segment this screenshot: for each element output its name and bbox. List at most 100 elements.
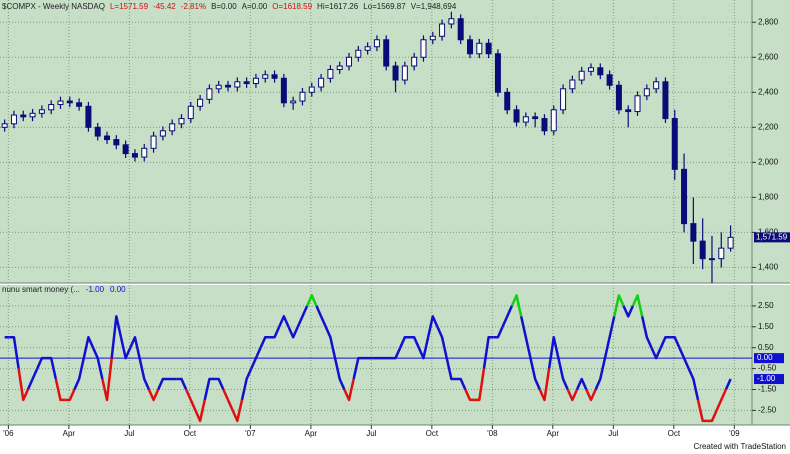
x-tick-label: Oct bbox=[426, 429, 439, 438]
candle-body bbox=[439, 23, 446, 37]
indicator-segment bbox=[585, 388, 597, 402]
candle-body bbox=[346, 56, 353, 67]
indicator-segment bbox=[46, 356, 58, 380]
candle-body bbox=[429, 35, 436, 41]
candle-body bbox=[318, 77, 325, 88]
candle-body bbox=[625, 109, 632, 113]
indicator-segment bbox=[296, 305, 309, 328]
candle-body bbox=[727, 236, 734, 249]
candle-body bbox=[20, 114, 27, 118]
indicator-segment bbox=[194, 399, 206, 423]
indicator-segment bbox=[631, 294, 644, 317]
header-item: A=0.00 bbox=[242, 2, 268, 11]
indicator-segment bbox=[36, 356, 47, 370]
candle-body bbox=[104, 135, 111, 141]
indicator-segment bbox=[510, 294, 523, 317]
candle-body bbox=[504, 91, 511, 111]
candle-body bbox=[141, 147, 148, 158]
indicator-segment bbox=[687, 368, 700, 401]
x-tick-label: Apr bbox=[547, 429, 560, 438]
indicator-segment bbox=[670, 335, 681, 349]
y-tick-label: -0.50 bbox=[758, 364, 777, 373]
candle-body bbox=[76, 102, 83, 107]
candle-body bbox=[197, 98, 204, 107]
indicator-segment bbox=[129, 335, 141, 359]
legend-item: 0.00 bbox=[110, 285, 126, 294]
candle-body bbox=[48, 104, 55, 111]
candle-body bbox=[681, 168, 688, 225]
candle-body bbox=[187, 105, 194, 120]
x-tick-label: Oct bbox=[184, 429, 197, 438]
candle-body bbox=[10, 114, 17, 125]
indicator-segment bbox=[482, 335, 494, 369]
candle-body bbox=[308, 86, 315, 93]
y-tick-label: 2,400 bbox=[758, 87, 779, 96]
last-price-label: 1,571.59 bbox=[756, 232, 788, 241]
x-tick-label: Apr bbox=[63, 429, 76, 438]
indicator-segment bbox=[715, 388, 728, 411]
candle-body bbox=[411, 56, 418, 67]
indicator-segment bbox=[157, 377, 168, 390]
indicator-segment bbox=[315, 305, 327, 328]
indicator-segment bbox=[138, 357, 151, 390]
indicator-segment bbox=[707, 409, 718, 423]
candle-body bbox=[252, 77, 259, 85]
indicator-segment bbox=[399, 335, 410, 349]
indicator-segment bbox=[203, 377, 215, 401]
candle-body bbox=[225, 84, 232, 88]
y-tick-label: 2,000 bbox=[758, 157, 779, 166]
y-tick-label: 1,800 bbox=[758, 192, 779, 201]
footer: Created with TradeStation bbox=[694, 442, 787, 451]
value-marker bbox=[754, 353, 784, 364]
indicator-segment bbox=[278, 315, 290, 328]
indicator-segment bbox=[214, 377, 225, 390]
candle-body bbox=[38, 109, 45, 114]
indicator-segment bbox=[73, 357, 85, 390]
x-tick-label: Oct bbox=[668, 429, 681, 438]
indicator-segment bbox=[529, 357, 541, 390]
candle-body bbox=[494, 53, 501, 93]
indicator-segment bbox=[250, 347, 262, 370]
candle-body bbox=[578, 70, 585, 81]
candle-body bbox=[653, 81, 660, 90]
header-item: O=1618.59 bbox=[272, 2, 312, 11]
candle-body bbox=[262, 74, 269, 79]
candle-body bbox=[541, 118, 548, 132]
indicator-segment bbox=[343, 378, 355, 402]
indicator-segment bbox=[575, 377, 588, 390]
legend-item: -1.00 bbox=[86, 285, 105, 294]
indicator-segment bbox=[390, 347, 402, 360]
x-tick-label: '06 bbox=[3, 429, 14, 438]
indicator-segment bbox=[176, 377, 188, 390]
candle-body bbox=[597, 67, 604, 76]
y-tick-label: 2,800 bbox=[758, 17, 779, 26]
candle-body bbox=[606, 74, 613, 86]
indicator-segment bbox=[9, 335, 20, 369]
candle-body bbox=[243, 81, 250, 85]
candle-body bbox=[131, 153, 138, 158]
candle-body bbox=[299, 91, 306, 102]
indicator-segment bbox=[91, 347, 104, 380]
indicator-segment bbox=[557, 357, 569, 390]
y-tick-label: -1.50 bbox=[758, 385, 777, 394]
indicator-segment bbox=[352, 356, 363, 380]
panel-background bbox=[0, 285, 790, 425]
x-tick-label: Jul bbox=[124, 429, 134, 438]
candle-body bbox=[401, 65, 408, 81]
candle-body bbox=[615, 84, 622, 111]
candle-body bbox=[290, 100, 297, 104]
y-tick-label: 1,400 bbox=[758, 263, 779, 272]
y-tick-label: 2,200 bbox=[758, 122, 779, 131]
indicator-segment bbox=[231, 399, 244, 423]
candle-body bbox=[550, 109, 557, 132]
indicator-segment bbox=[493, 326, 504, 339]
indicator-segment bbox=[259, 335, 270, 349]
candle-body bbox=[420, 39, 427, 58]
indicator-segment bbox=[640, 316, 653, 349]
indicator-segment bbox=[445, 357, 457, 381]
candle-body bbox=[1, 123, 8, 128]
indicator-segment bbox=[613, 294, 625, 317]
indicator-segment bbox=[696, 399, 708, 423]
indicator-segment bbox=[538, 368, 551, 402]
